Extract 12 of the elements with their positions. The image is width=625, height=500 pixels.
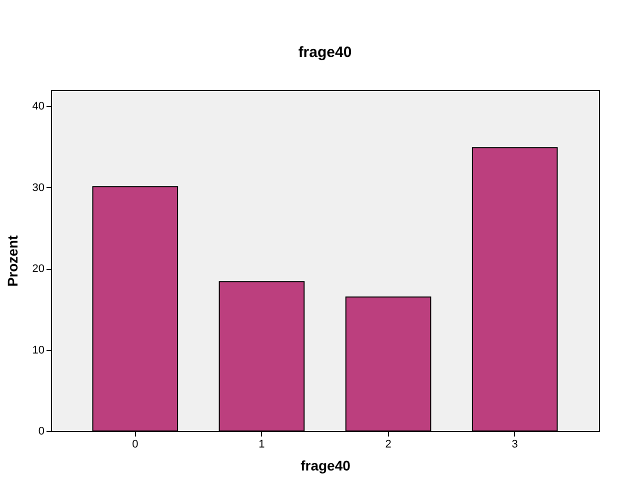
y-tick-label: 0 bbox=[38, 426, 44, 438]
x-tick-label: 1 bbox=[258, 438, 265, 450]
x-tick-label: 3 bbox=[512, 438, 518, 450]
y-tick-label: 20 bbox=[32, 263, 44, 276]
y-tick-label: 30 bbox=[32, 182, 44, 194]
y-axis-title: Prozent bbox=[4, 234, 20, 287]
chart-title: frage40 bbox=[298, 44, 352, 61]
x-tick-label: 2 bbox=[385, 438, 392, 450]
x-tick-label: 0 bbox=[132, 438, 138, 450]
y-tick-label: 40 bbox=[32, 100, 44, 113]
y-tick-label: 10 bbox=[32, 344, 44, 356]
x-axis-title: frage40 bbox=[300, 458, 351, 474]
